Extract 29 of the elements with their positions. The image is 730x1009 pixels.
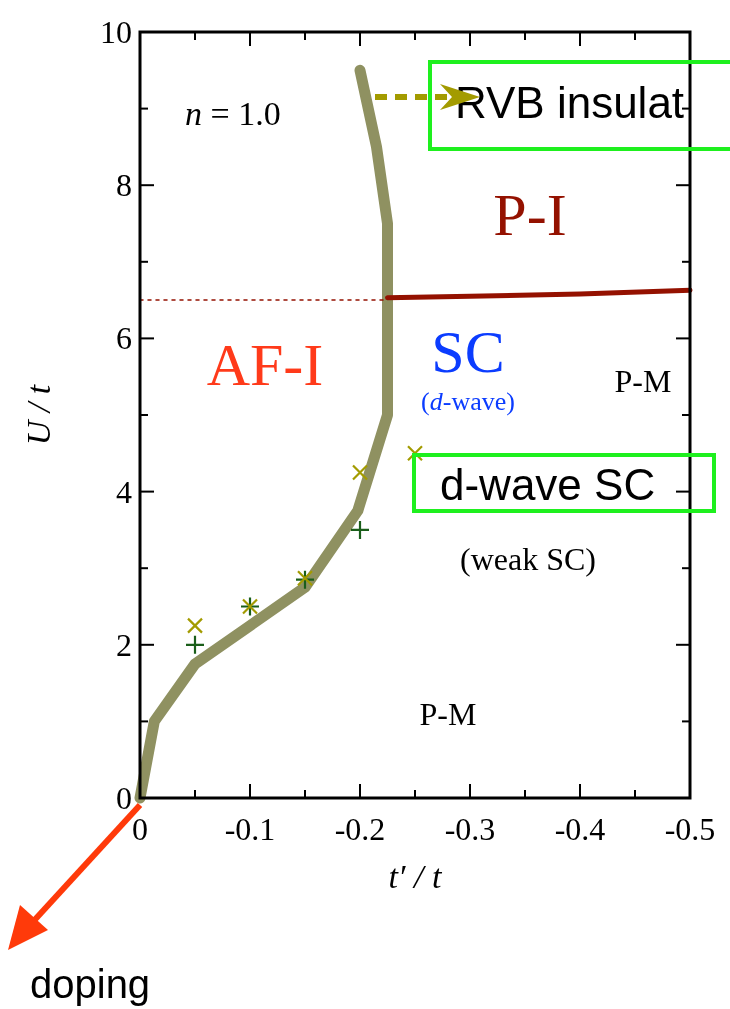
y-tick-label: 2: [116, 626, 132, 663]
annotation: n = 1.0: [185, 95, 281, 132]
point: [186, 617, 204, 634]
x-tick-label: -0.4: [554, 811, 606, 847]
point: [351, 464, 369, 481]
point: [406, 445, 424, 462]
y-tick-label: 8: [116, 167, 132, 204]
annotation: d-wave SC: [440, 460, 656, 509]
annotation: P-M: [614, 363, 672, 399]
x-tick-label: -0.2: [334, 811, 386, 847]
y-tick-label: 4: [116, 473, 132, 510]
annotation: RVB insulat: [455, 78, 685, 127]
annotation: (weak SC): [460, 541, 596, 577]
annotation: P-I: [493, 182, 567, 248]
text: doping: [30, 962, 151, 1006]
y-tick-label: 6: [116, 320, 132, 357]
point: [184, 634, 206, 655]
x-tick-label: -0.5: [664, 811, 716, 847]
x-tick-label: -0.3: [444, 811, 496, 847]
annotation: (d-wave): [421, 387, 515, 416]
point: [349, 519, 371, 540]
annotation: SC: [431, 319, 505, 385]
annotation: AF-I: [206, 332, 324, 398]
x-axis-title: t′ / t: [388, 858, 443, 895]
annotation: P-M: [419, 696, 477, 732]
x-tick-label: -0.1: [224, 811, 276, 847]
y-tick-label: 10: [100, 14, 132, 50]
y-axis-title: U / t: [20, 383, 57, 446]
y-tick-label: 0: [116, 780, 132, 816]
